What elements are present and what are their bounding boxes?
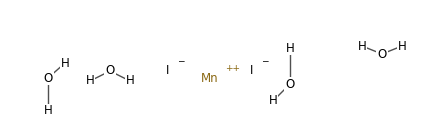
Text: H: H (286, 41, 295, 55)
Text: H: H (398, 39, 406, 52)
Text: O: O (286, 78, 295, 90)
Text: O: O (43, 72, 52, 84)
Text: ++: ++ (225, 64, 240, 72)
Text: H: H (269, 95, 277, 107)
Text: O: O (378, 47, 387, 61)
Text: Mn: Mn (201, 72, 219, 84)
Text: H: H (61, 56, 69, 69)
Text: −: − (178, 56, 185, 66)
Text: O: O (105, 64, 115, 78)
Text: H: H (43, 104, 52, 118)
Text: −: − (261, 56, 269, 66)
Text: I: I (250, 64, 254, 78)
Text: H: H (86, 75, 94, 87)
Text: I: I (166, 64, 170, 78)
Text: H: H (358, 39, 366, 52)
Text: H: H (126, 75, 134, 87)
